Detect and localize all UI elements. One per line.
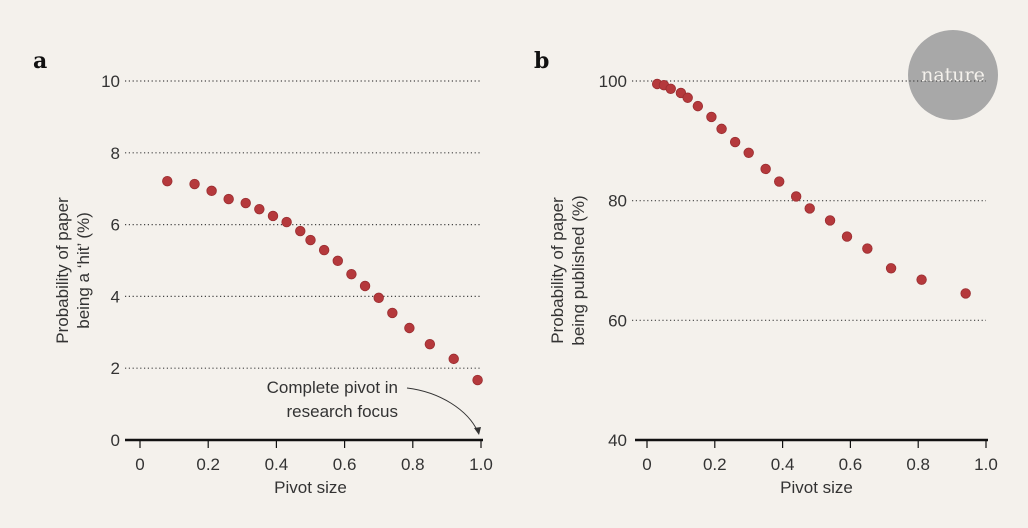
data-point xyxy=(790,191,802,202)
y-tick-label: 40 xyxy=(608,431,627,450)
data-point xyxy=(729,136,741,148)
data-point xyxy=(162,175,173,187)
data-point xyxy=(189,178,200,190)
y-axis-label-line: being published (%) xyxy=(569,195,588,345)
panel-a: a 0 2 4 6 8 10 0 0.2 0.4 0.6 0.8 1.0 Pivot size Probab… xyxy=(33,48,493,497)
y-tick-label: 80 xyxy=(608,192,627,211)
annotation-text: research focus xyxy=(287,402,399,421)
x-tick-label: 0.6 xyxy=(839,455,863,474)
data-point xyxy=(682,92,693,103)
y-tick-label: 60 xyxy=(608,311,627,330)
data-point xyxy=(716,123,727,135)
data-point xyxy=(206,185,217,197)
data-point xyxy=(706,111,717,123)
y-tick-label: 0 xyxy=(111,431,120,450)
data-point xyxy=(223,193,234,205)
data-point xyxy=(743,147,754,159)
x-tick-label: 0.4 xyxy=(771,455,795,474)
y-tick-label: 6 xyxy=(111,216,120,235)
y-tick-label: 2 xyxy=(111,359,120,378)
y-axis-label-line: Probability of paper xyxy=(53,197,72,344)
y-tick-label: 4 xyxy=(111,287,120,306)
annotation-arrow xyxy=(406,387,479,433)
data-point xyxy=(267,210,279,222)
data-point xyxy=(359,280,371,292)
x-axis-label: Pivot size xyxy=(274,478,347,497)
data-point xyxy=(960,288,971,299)
data-point xyxy=(862,243,873,254)
y-axis-label: Probability of paper being published (%) xyxy=(548,195,588,345)
data-point xyxy=(692,100,704,112)
panel-label: b xyxy=(534,48,549,74)
nature-logo-text: nature xyxy=(921,64,985,86)
data-point xyxy=(774,176,785,187)
data-point xyxy=(824,215,836,226)
y-axis-label-line: Probability of paper xyxy=(548,197,567,344)
x-tick-label: 0.4 xyxy=(265,455,289,474)
x-tick-label: 1.0 xyxy=(974,455,998,474)
x-tick-label: 0.8 xyxy=(906,455,930,474)
panel-b: b 40 60 80 100 0 0.2 0.4 0.6 0.8 1.0 Pivot size Prob… xyxy=(534,48,998,497)
data-point xyxy=(448,353,459,365)
data-point xyxy=(760,163,771,175)
x-tick-label: 0.2 xyxy=(703,455,727,474)
x-axis-label: Pivot size xyxy=(780,478,853,497)
data-point xyxy=(841,231,853,242)
nature-logo: nature xyxy=(908,30,998,120)
data-point xyxy=(404,322,415,334)
data-point xyxy=(240,197,251,209)
x-tick-label: 0 xyxy=(135,455,144,474)
x-tick-label: 0.2 xyxy=(196,455,220,474)
data-point xyxy=(387,307,398,319)
data-point xyxy=(295,225,306,237)
x-tick-label: 0 xyxy=(642,455,651,474)
y-axis-label: Probability of paper being a ‘hit’ (%) xyxy=(53,197,93,344)
y-tick-label: 100 xyxy=(599,72,627,91)
data-point xyxy=(804,203,815,214)
data-point xyxy=(885,263,897,274)
data-point xyxy=(472,374,483,386)
data-point xyxy=(254,203,265,215)
y-tick-label: 10 xyxy=(101,72,120,91)
x-tick-label: 1.0 xyxy=(469,455,493,474)
data-point xyxy=(665,83,676,94)
x-tick-label: 0.6 xyxy=(333,455,357,474)
data-point xyxy=(305,234,316,246)
y-axis-label-line: being a ‘hit’ (%) xyxy=(74,212,93,329)
panel-label: a xyxy=(33,48,47,74)
data-point xyxy=(424,338,436,350)
data-point xyxy=(916,274,927,285)
data-point xyxy=(318,244,330,256)
y-tick-label: 8 xyxy=(111,144,120,163)
data-point xyxy=(373,292,384,304)
x-tick-label: 0.8 xyxy=(401,455,425,474)
arrowhead-icon xyxy=(474,427,481,435)
annotation-text: Complete pivot in xyxy=(267,378,398,397)
data-point xyxy=(346,268,357,280)
data-point xyxy=(332,255,343,267)
data-point xyxy=(281,216,292,228)
